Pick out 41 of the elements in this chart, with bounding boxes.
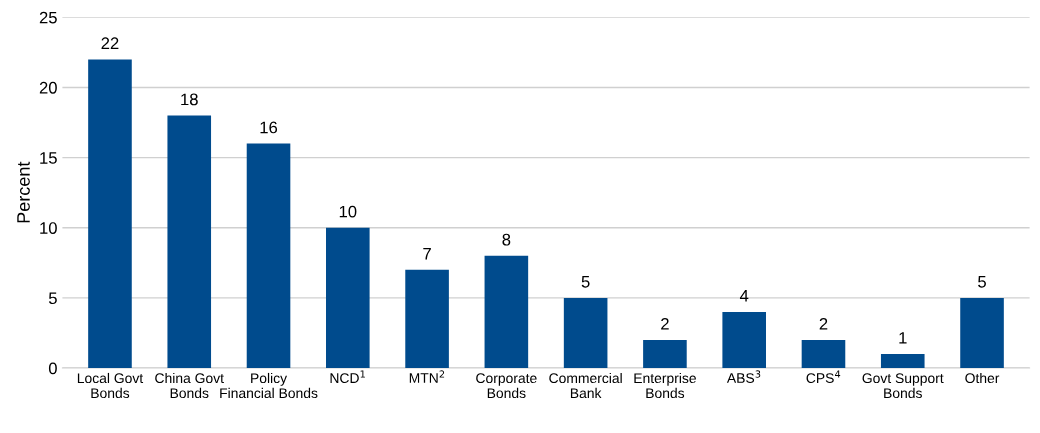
data-label: 1 (899, 332, 907, 344)
x-tick-label: ABS$^{3}$ (726, 370, 761, 384)
data-label: 10 (339, 205, 357, 218)
data-label: 18 (181, 93, 198, 106)
data-label: 8 (502, 233, 511, 246)
bar (722, 311, 766, 369)
bar (801, 339, 846, 369)
bar (405, 269, 449, 369)
x-tick-label: NCD$^{1}$ (330, 370, 365, 384)
data-label: 4 (739, 290, 749, 302)
bar (563, 297, 608, 369)
x-tick-label: Govt Support Bonds (862, 373, 944, 399)
y-tick-label: 25 (39, 11, 57, 24)
data-label: 7 (423, 247, 431, 260)
bar (246, 143, 291, 369)
y-tick-label: 10 (40, 222, 57, 234)
x-tick-label: Corporate Bonds (476, 373, 537, 399)
bar (880, 354, 925, 369)
x-tick-label: Enterprise Bonds (634, 372, 696, 399)
bar (484, 255, 529, 369)
bar (643, 339, 687, 369)
y-tick-label: 5 (48, 292, 57, 305)
data-label: 22 (101, 37, 119, 49)
x-tick-label: Other (965, 372, 1000, 384)
x-tick-label: Local Govt Bonds (77, 372, 144, 399)
x-tick-label: CPS$^{4}$ (806, 370, 841, 384)
data-label: 5 (978, 276, 986, 288)
y-tick-label: 0 (48, 362, 57, 375)
data-label: 2 (661, 317, 669, 330)
bar (167, 115, 212, 369)
y-tick-label: 15 (40, 152, 57, 164)
bar (88, 59, 132, 369)
x-tick-label: MTN$^{2}$ (409, 370, 445, 383)
bar (960, 297, 1004, 369)
y-tick-label: 20 (39, 81, 57, 94)
data-label: 16 (260, 121, 278, 134)
data-label: 5 (581, 276, 590, 288)
data-label: 2 (819, 317, 828, 330)
y-axis-title: Percent (17, 161, 30, 223)
x-tick-label: Commercial Bank (549, 372, 622, 399)
bar (326, 227, 370, 369)
